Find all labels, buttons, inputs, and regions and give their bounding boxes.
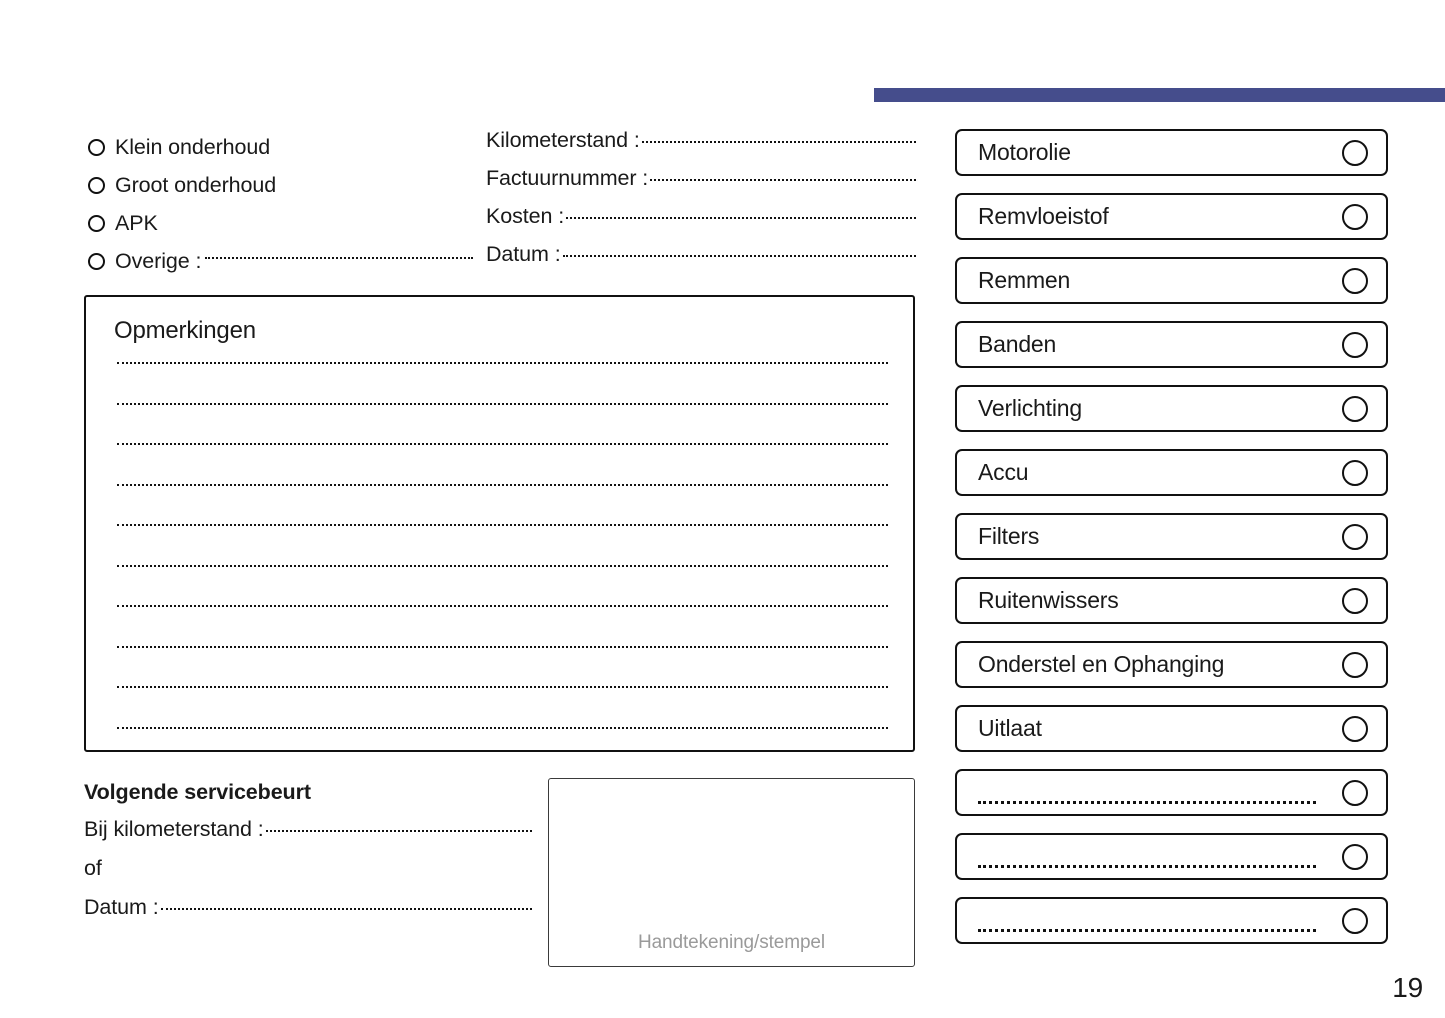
service-detail-row: Factuurnummer : bbox=[486, 166, 916, 204]
remarks-write-line[interactable] bbox=[117, 645, 888, 648]
checklist-item-label: Onderstel en Ophanging bbox=[978, 651, 1225, 677]
field-label: Kosten : bbox=[486, 204, 565, 228]
service-detail-row: Kilometerstand : bbox=[486, 128, 916, 166]
next-service-block: Volgende servicebeurt Bij kilometerstand… bbox=[84, 780, 532, 934]
service-type-label: Groot onderhoud bbox=[115, 172, 277, 197]
service-type-option[interactable]: Overige : bbox=[88, 242, 473, 280]
checkbox-circle-icon[interactable] bbox=[1342, 907, 1368, 934]
checkbox-circle-icon[interactable] bbox=[1342, 267, 1368, 294]
remarks-write-line[interactable] bbox=[117, 604, 888, 607]
next-service-row: of bbox=[84, 856, 532, 895]
fill-line[interactable] bbox=[650, 178, 916, 181]
checklist-fill-line[interactable] bbox=[978, 800, 1316, 804]
checklist-item[interactable]: Ruitenwissers bbox=[955, 577, 1388, 624]
service-type-label: APK bbox=[115, 210, 158, 235]
fill-line[interactable] bbox=[566, 216, 916, 219]
remarks-write-line[interactable] bbox=[117, 402, 888, 405]
checklist-item[interactable]: Verlichting bbox=[955, 385, 1388, 432]
checklist-fill-line[interactable] bbox=[978, 928, 1316, 932]
next-service-row: Datum : bbox=[84, 895, 532, 934]
next-service-title: Volgende servicebeurt bbox=[84, 780, 311, 804]
radio-circle-icon[interactable] bbox=[88, 214, 105, 232]
checkbox-circle-icon[interactable] bbox=[1342, 651, 1368, 678]
checklist-item-label: Uitlaat bbox=[978, 715, 1042, 741]
next-service-label: Datum : bbox=[84, 895, 159, 919]
remarks-lines bbox=[117, 361, 888, 766]
remarks-write-line[interactable] bbox=[117, 726, 888, 729]
checkbox-circle-icon[interactable] bbox=[1342, 203, 1368, 230]
signature-caption: Handtekening/stempel bbox=[637, 932, 826, 953]
checklist-item-label: Ruitenwissers bbox=[978, 587, 1119, 613]
fill-line[interactable] bbox=[641, 140, 916, 143]
inspection-checklist: Motorolie Remvloeistof Remmen Banden Verlich… bbox=[955, 129, 1388, 961]
checklist-item[interactable]: Remmen bbox=[955, 257, 1388, 304]
radio-circle-icon[interactable] bbox=[88, 252, 105, 270]
checklist-item-label: Banden bbox=[978, 331, 1057, 357]
checklist-item[interactable] bbox=[955, 769, 1388, 816]
radio-circle-icon[interactable] bbox=[88, 176, 105, 194]
checklist-item-label: Filters bbox=[978, 523, 1040, 549]
checklist-item[interactable] bbox=[955, 833, 1388, 880]
checklist-item-label: Remmen bbox=[978, 267, 1071, 293]
radio-circle-icon[interactable] bbox=[88, 138, 105, 156]
checkbox-circle-icon[interactable] bbox=[1342, 843, 1368, 870]
checklist-item[interactable]: Banden bbox=[955, 321, 1388, 368]
checkbox-circle-icon[interactable] bbox=[1342, 587, 1368, 614]
header-accent-bar bbox=[874, 88, 1445, 102]
checklist-item[interactable]: Filters bbox=[955, 513, 1388, 560]
remarks-write-line[interactable] bbox=[117, 442, 888, 445]
next-service-rows: Bij kilometerstand : of Datum : bbox=[84, 817, 532, 934]
checklist-item[interactable] bbox=[955, 897, 1388, 944]
fill-line[interactable] bbox=[160, 907, 532, 910]
checklist-item[interactable]: Uitlaat bbox=[955, 705, 1388, 752]
service-type-label: Klein onderhoud bbox=[115, 134, 271, 159]
checkbox-circle-icon[interactable] bbox=[1342, 331, 1368, 358]
service-type-list: Klein onderhoud Groot onderhoud APK Overige… bbox=[88, 128, 473, 280]
checklist-item-label: Motorolie bbox=[978, 139, 1071, 165]
remarks-write-line[interactable] bbox=[117, 361, 888, 364]
fill-line[interactable] bbox=[265, 829, 532, 832]
service-type-option[interactable]: APK bbox=[88, 204, 473, 242]
service-type-option[interactable]: Groot onderhoud bbox=[88, 166, 473, 204]
service-detail-row: Datum : bbox=[486, 242, 916, 280]
checklist-item-label: Verlichting bbox=[978, 395, 1082, 421]
field-label: Kilometerstand : bbox=[486, 128, 640, 152]
checklist-item[interactable]: Accu bbox=[955, 449, 1388, 496]
checkbox-circle-icon[interactable] bbox=[1342, 779, 1368, 806]
checklist-item[interactable]: Motorolie bbox=[955, 129, 1388, 176]
fill-line[interactable] bbox=[205, 256, 473, 259]
remarks-box: Opmerkingen bbox=[84, 295, 915, 752]
next-service-label: of bbox=[84, 856, 102, 880]
remarks-write-line[interactable] bbox=[117, 523, 888, 526]
next-service-row: Bij kilometerstand : bbox=[84, 817, 532, 856]
checkbox-circle-icon[interactable] bbox=[1342, 715, 1368, 742]
field-label: Datum : bbox=[486, 242, 561, 266]
field-label: Factuurnummer : bbox=[486, 166, 649, 190]
signature-stamp-box[interactable]: Handtekening/stempel bbox=[548, 778, 915, 967]
service-details-fields: Kilometerstand : Factuurnummer : Kosten : D… bbox=[486, 128, 916, 280]
remarks-title: Opmerkingen bbox=[114, 317, 256, 344]
checklist-item-label: Accu bbox=[978, 459, 1029, 485]
checkbox-circle-icon[interactable] bbox=[1342, 395, 1368, 422]
checklist-item[interactable]: Remvloeistof bbox=[955, 193, 1388, 240]
remarks-write-line[interactable] bbox=[117, 483, 888, 486]
service-type-label: Overige : bbox=[115, 248, 202, 273]
checklist-item[interactable]: Onderstel en Ophanging bbox=[955, 641, 1388, 688]
page-number: 19 bbox=[1392, 972, 1423, 1003]
service-type-option[interactable]: Klein onderhoud bbox=[88, 128, 473, 166]
service-detail-row: Kosten : bbox=[486, 204, 916, 242]
fill-line[interactable] bbox=[562, 254, 916, 257]
remarks-write-line[interactable] bbox=[117, 685, 888, 688]
checkbox-circle-icon[interactable] bbox=[1342, 139, 1368, 166]
checklist-item-label: Remvloeistof bbox=[978, 203, 1109, 229]
checkbox-circle-icon[interactable] bbox=[1342, 523, 1368, 550]
remarks-write-line[interactable] bbox=[117, 564, 888, 567]
next-service-label: Bij kilometerstand : bbox=[84, 817, 264, 841]
checklist-fill-line[interactable] bbox=[978, 864, 1316, 868]
checkbox-circle-icon[interactable] bbox=[1342, 459, 1368, 486]
